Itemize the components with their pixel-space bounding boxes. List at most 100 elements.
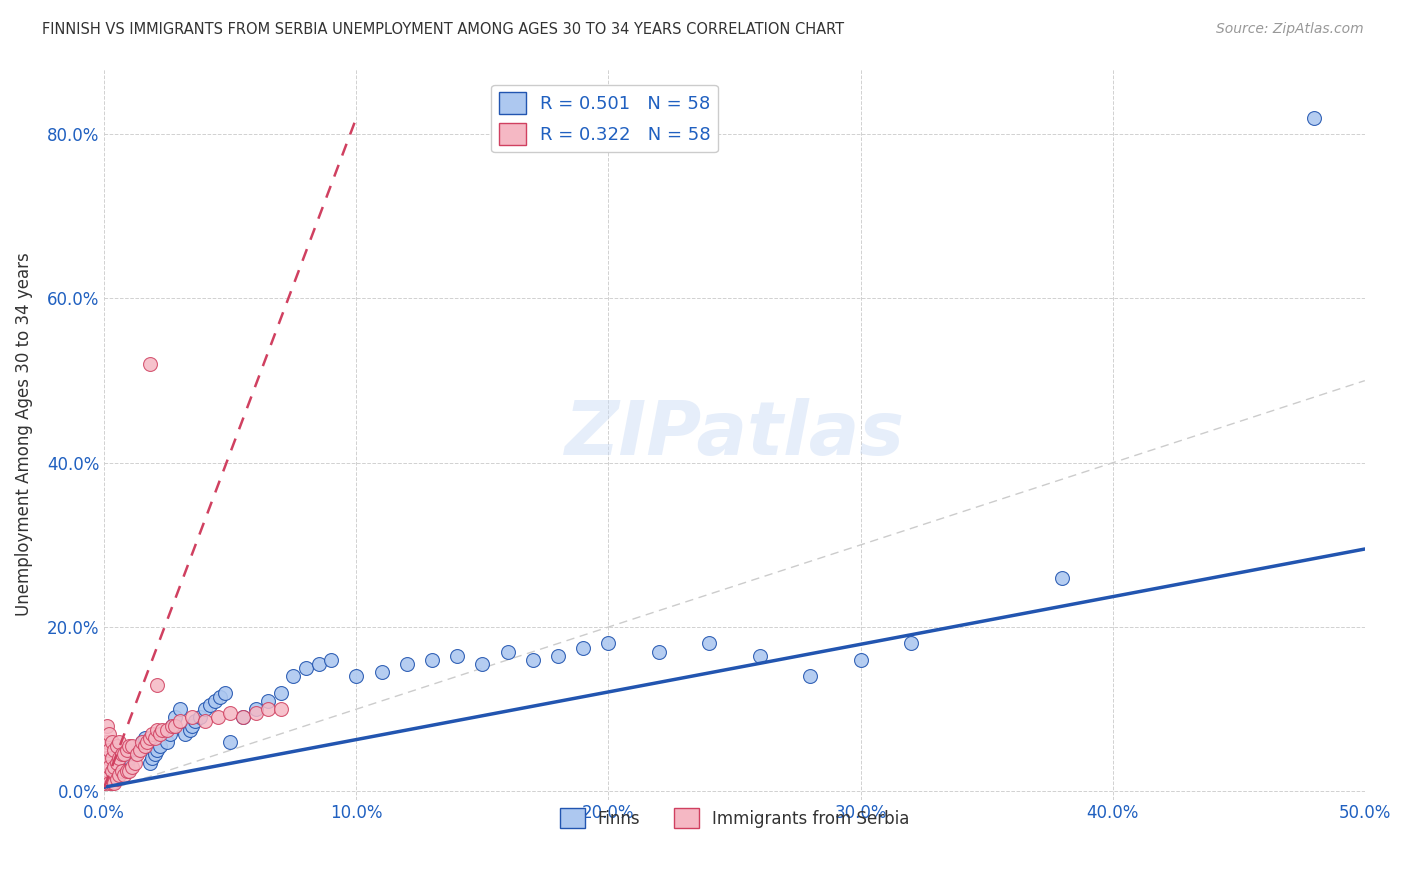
Point <box>162 718 184 732</box>
Point <box>169 714 191 729</box>
Point <box>159 727 181 741</box>
Point <box>124 756 146 770</box>
Point <box>232 710 254 724</box>
Point <box>156 723 179 737</box>
Point <box>136 735 159 749</box>
Point <box>141 727 163 741</box>
Point <box>648 645 671 659</box>
Point <box>103 743 125 757</box>
Point <box>194 714 217 729</box>
Point <box>207 710 229 724</box>
Point <box>121 759 143 773</box>
Point <box>101 735 124 749</box>
Point <box>748 648 770 663</box>
Point <box>103 776 125 790</box>
Point <box>98 776 121 790</box>
Point <box>98 727 121 741</box>
Point <box>115 743 138 757</box>
Point <box>125 743 148 757</box>
Text: FINNISH VS IMMIGRANTS FROM SERBIA UNEMPLOYMENT AMONG AGES 30 TO 34 YEARS CORRELA: FINNISH VS IMMIGRANTS FROM SERBIA UNEMPL… <box>42 22 845 37</box>
Point <box>181 710 204 724</box>
Point <box>219 706 242 721</box>
Point <box>112 747 135 762</box>
Point <box>163 710 186 724</box>
Point <box>188 710 211 724</box>
Point <box>121 739 143 753</box>
Point <box>194 702 217 716</box>
Point <box>118 764 141 778</box>
Point <box>96 718 118 732</box>
Point <box>131 735 153 749</box>
Point <box>547 648 569 663</box>
Point <box>108 735 131 749</box>
Point <box>96 768 118 782</box>
Point <box>98 743 121 757</box>
Point <box>146 743 169 757</box>
Point <box>105 768 128 782</box>
Point <box>697 636 720 650</box>
Point <box>522 653 544 667</box>
Point <box>219 735 242 749</box>
Point <box>149 739 172 753</box>
Point <box>93 776 115 790</box>
Point <box>143 731 166 745</box>
Point <box>141 751 163 765</box>
Text: Source: ZipAtlas.com: Source: ZipAtlas.com <box>1216 22 1364 37</box>
Point <box>128 739 150 753</box>
Point <box>138 357 160 371</box>
Point <box>115 764 138 778</box>
Point <box>900 636 922 650</box>
Point <box>112 768 135 782</box>
Point <box>162 718 184 732</box>
Point <box>283 669 305 683</box>
Point <box>105 772 128 786</box>
Point <box>138 756 160 770</box>
Point <box>101 764 124 778</box>
Point <box>143 747 166 762</box>
Point <box>184 714 207 729</box>
Point <box>471 657 494 671</box>
Point <box>138 731 160 745</box>
Point <box>163 718 186 732</box>
Point <box>598 636 620 650</box>
Point <box>108 751 131 765</box>
Point <box>156 735 179 749</box>
Point <box>134 731 156 745</box>
Point <box>174 727 197 741</box>
Point <box>496 645 519 659</box>
Point <box>257 702 280 716</box>
Legend: Finns, Immigrants from Serbia: Finns, Immigrants from Serbia <box>553 801 917 835</box>
Point <box>128 743 150 757</box>
Point <box>118 751 141 765</box>
Point <box>105 756 128 770</box>
Point <box>111 764 134 778</box>
Point <box>245 702 267 716</box>
Point <box>96 751 118 765</box>
Point <box>179 723 201 737</box>
Point <box>245 706 267 721</box>
Point <box>257 694 280 708</box>
Point <box>849 653 872 667</box>
Point <box>572 640 595 655</box>
Point <box>209 690 232 704</box>
Point <box>101 751 124 765</box>
Point <box>181 718 204 732</box>
Point <box>198 698 221 712</box>
Point <box>111 747 134 762</box>
Point <box>149 727 172 741</box>
Point <box>204 694 226 708</box>
Point <box>112 759 135 773</box>
Point <box>1303 111 1326 125</box>
Point <box>146 677 169 691</box>
Point <box>169 702 191 716</box>
Point <box>150 723 173 737</box>
Point <box>146 723 169 737</box>
Point <box>799 669 821 683</box>
Text: ZIPatlas: ZIPatlas <box>565 398 904 470</box>
Point <box>308 657 330 671</box>
Point <box>105 739 128 753</box>
Point <box>131 735 153 749</box>
Point <box>446 648 468 663</box>
Point <box>295 661 318 675</box>
Point <box>124 747 146 762</box>
